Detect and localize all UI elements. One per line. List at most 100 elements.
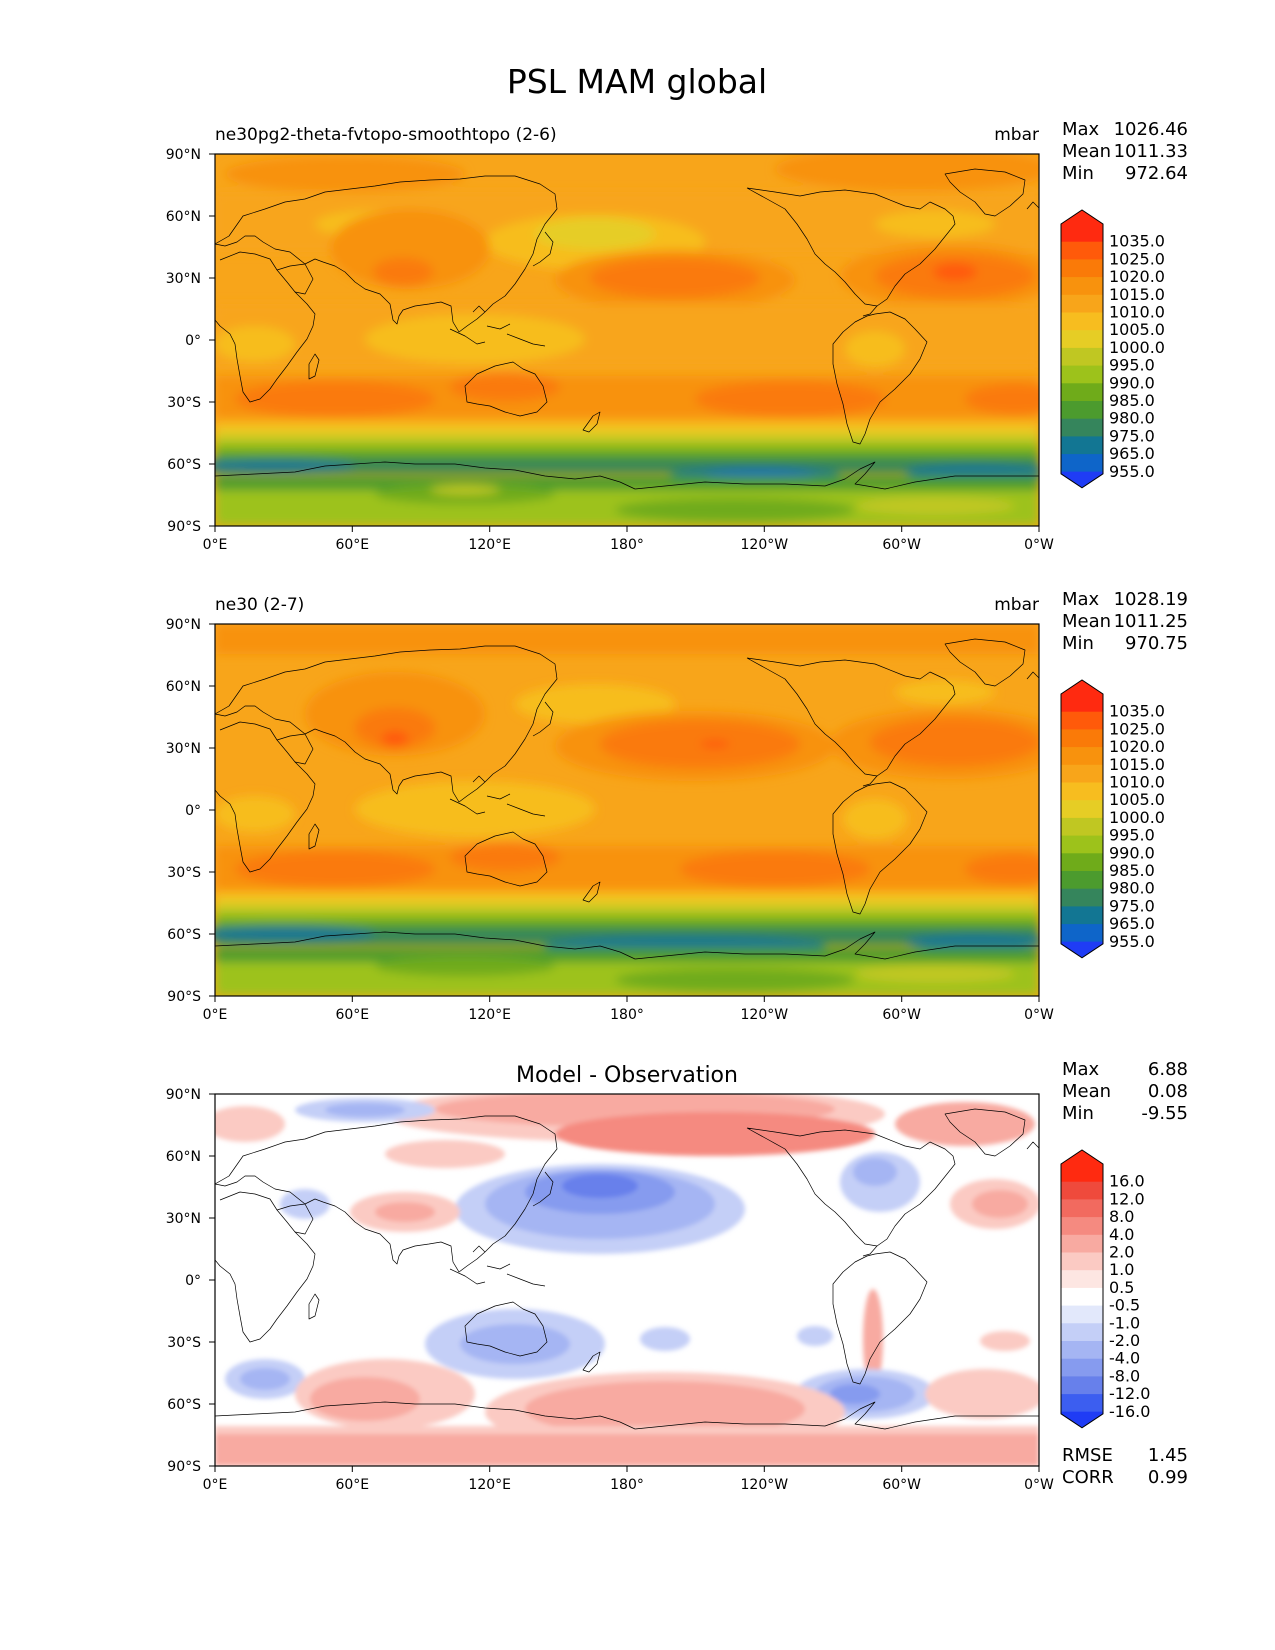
- colorbar-swatch: [1061, 312, 1103, 331]
- map-field-diff: [215, 1086, 1039, 1466]
- colorbar-swatch: [1061, 383, 1103, 402]
- colorbar-tick-label: 955.0: [1109, 932, 1155, 951]
- stat-label: Max: [1062, 119, 1100, 140]
- panel-ref: 90°N 60°N 30°N 0° 30°S 60°S 90°S 0°E 60°…: [166, 595, 1054, 1023]
- colorbar-tick-label: 1015.0: [1109, 285, 1165, 304]
- lon-tick-label: 0°W: [1024, 1477, 1054, 1493]
- colorbar-swatch: [1061, 1199, 1103, 1218]
- colorbar-swatch: [1061, 1181, 1103, 1200]
- colorbar-tick-label: 975.0: [1109, 426, 1155, 445]
- lat-tick-label: 30°N: [166, 1211, 201, 1227]
- stats-test: Max 1026.46 Mean 1011.33 Min 972.64: [1062, 119, 1188, 184]
- panel-test: 90°N 60°N 30°N 0° 30°S 60°S 90°S 0°E 60°…: [166, 125, 1054, 553]
- lon-tick-label: 0°W: [1024, 1007, 1054, 1023]
- colorbar-extend-min: [1061, 1411, 1103, 1428]
- colorbar-swatch: [1061, 693, 1103, 713]
- lat-tick-label: 60°N: [166, 1149, 201, 1165]
- colorbar-tick-label: 0.5: [1109, 1278, 1134, 1297]
- colorbar-swatch: [1061, 365, 1103, 384]
- colorbar-swatch: [1061, 454, 1103, 473]
- colorbar-tick-label: 1000.0: [1109, 808, 1165, 827]
- lat-tick-label: 60°N: [166, 209, 201, 225]
- colorbar-tick-label: -4.0: [1109, 1349, 1140, 1368]
- lat-tick-label: 90°N: [166, 147, 201, 163]
- stat-label: Max: [1062, 1059, 1100, 1080]
- stat-label: Min: [1062, 1103, 1094, 1124]
- colorbar-tick-label: 965.0: [1109, 914, 1155, 933]
- stat-label: Min: [1062, 633, 1094, 654]
- panel-units: mbar: [994, 595, 1039, 615]
- colorbar-swatch: [1061, 782, 1103, 801]
- lon-tick-label: 0°E: [203, 1477, 228, 1493]
- colorbar-swatch: [1061, 436, 1103, 455]
- colorbar-swatch: [1061, 1252, 1103, 1271]
- stat-value: 0.08: [1148, 1081, 1188, 1102]
- colorbar-tick-label: -2.0: [1109, 1331, 1140, 1350]
- colorbar-swatch: [1061, 835, 1103, 854]
- colorbar-tick-label: 2.0: [1109, 1243, 1134, 1262]
- colorbar-tick-label: 985.0: [1109, 861, 1155, 880]
- lat-tick-label: 60°S: [167, 457, 201, 473]
- metrics-diff: RMSE 1.45 CORR 0.99: [1062, 1445, 1188, 1488]
- lat-tick-label: 0°: [185, 1273, 201, 1289]
- lat-tick-label: 60°S: [167, 927, 201, 943]
- lon-tick-label: 60°W: [882, 1007, 921, 1023]
- colorbar-outline: [1060, 1149, 1104, 1429]
- colorbar-tick-label: 1005.0: [1109, 790, 1165, 809]
- colorbar-swatch: [1061, 418, 1103, 437]
- lon-tick-label: 180°: [610, 1007, 644, 1023]
- colorbar-extend-min: [1061, 941, 1103, 958]
- colorbar-tick-label: 995.0: [1109, 356, 1155, 375]
- stat-label: Min: [1062, 163, 1094, 184]
- colorbar-swatch: [1061, 906, 1103, 925]
- colorbar-tick-label: 995.0: [1109, 826, 1155, 845]
- panel-units: mbar: [994, 125, 1039, 145]
- colorbar-tick-label: 1020.0: [1109, 267, 1165, 286]
- colorbar-swatch: [1061, 871, 1103, 890]
- lon-tick-label: 60°W: [882, 537, 921, 553]
- colorbar-tick-label: 12.0: [1109, 1189, 1145, 1208]
- colorbar-tick-label: -12.0: [1109, 1384, 1150, 1403]
- panel-title-center: Model - Observation: [516, 1063, 738, 1088]
- lat-tick-label: 90°N: [166, 1087, 201, 1103]
- colorbar-tick-label: 990.0: [1109, 843, 1155, 862]
- colorbar-tick-label: -1.0: [1109, 1313, 1140, 1332]
- colorbar-swatch: [1061, 1358, 1103, 1377]
- stat-label: Mean: [1062, 611, 1111, 632]
- colorbar-extend-max: [1061, 210, 1103, 224]
- stat-value: 6.88: [1148, 1059, 1188, 1080]
- metric-value: 0.99: [1148, 1467, 1188, 1488]
- lat-tick-label: 30°N: [166, 741, 201, 757]
- stat-value: 1026.46: [1114, 119, 1188, 140]
- stat-value: 1011.33: [1114, 141, 1188, 162]
- metric-label: RMSE: [1062, 1445, 1113, 1466]
- colorbar-swatch: [1061, 259, 1103, 278]
- lon-tick-label: 0°E: [203, 1007, 228, 1023]
- colorbar-swatch: [1061, 1394, 1103, 1413]
- colorbar-swatch: [1061, 1234, 1103, 1254]
- colorbar-swatch: [1061, 853, 1103, 872]
- colorbar-tick-label: 980.0: [1109, 879, 1155, 898]
- colorbar-tick-label: 1010.0: [1109, 773, 1165, 792]
- colorbar-swatch: [1061, 241, 1103, 260]
- lon-tick-label: 0°W: [1024, 537, 1054, 553]
- lon-tick-label: 60°E: [335, 537, 369, 553]
- lon-tick-label: 120°E: [468, 537, 511, 553]
- lat-tick-label: 30°S: [167, 395, 201, 411]
- lon-tick-label: 120°W: [741, 1007, 789, 1023]
- colorbar-outline: [1060, 209, 1104, 489]
- stat-label: Max: [1062, 589, 1100, 610]
- lon-tick-label: 180°: [610, 537, 644, 553]
- colorbar-tick-label: 955.0: [1109, 462, 1155, 481]
- lon-tick-label: 180°: [610, 1477, 644, 1493]
- metric-label: CORR: [1062, 1467, 1114, 1488]
- figure-title: PSL MAM global: [507, 62, 767, 101]
- lat-tick-label: 60°N: [166, 679, 201, 695]
- colorbar-tick-label: -0.5: [1109, 1296, 1140, 1315]
- stat-label: Mean: [1062, 1081, 1111, 1102]
- lat-tick-label: 60°S: [167, 1397, 201, 1413]
- colorbar-swatch: [1061, 729, 1103, 748]
- colorbar-tick-label: 1005.0: [1109, 320, 1165, 339]
- lat-tick-label: 90°S: [167, 1459, 201, 1475]
- colorbar-swatch: [1061, 888, 1103, 907]
